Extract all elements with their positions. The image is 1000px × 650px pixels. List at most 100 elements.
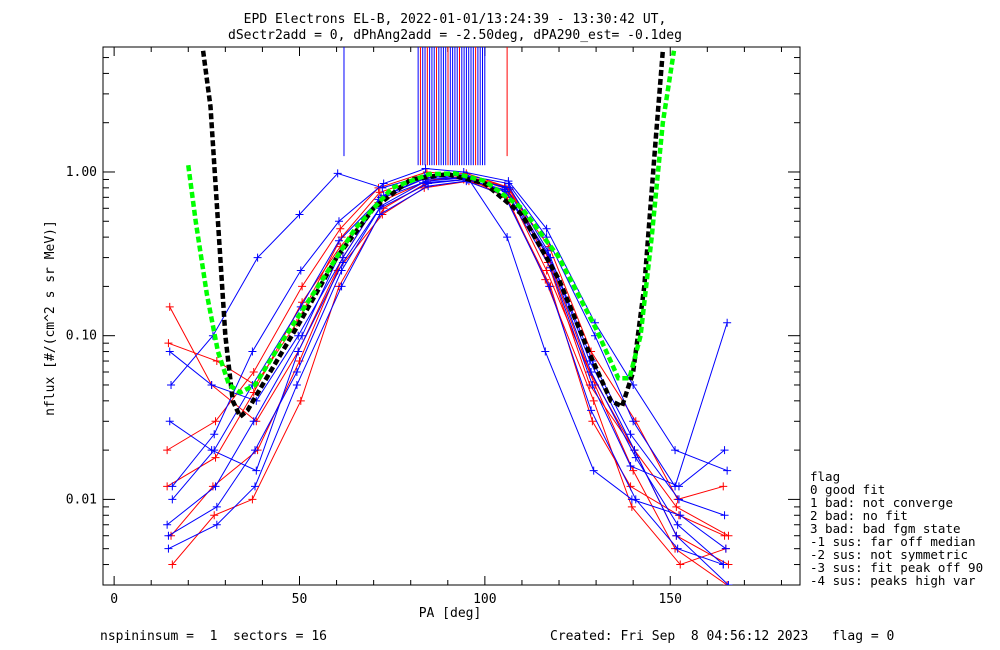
data-point (629, 417, 638, 426)
data-point (676, 560, 685, 569)
chart-title-line-1: EPD Electrons EL-B, 2022-01-01/13:24:39 … (244, 12, 667, 27)
data-point (545, 282, 554, 291)
data-point (212, 520, 221, 529)
data-point (723, 581, 732, 585)
data-point (248, 495, 257, 504)
data-point (207, 446, 216, 455)
data-point (294, 347, 303, 356)
legend-item: -2 sus: not symmetric (810, 547, 968, 562)
data-point (211, 453, 220, 462)
data-point (720, 511, 729, 520)
data-point (724, 581, 733, 585)
data-point (251, 446, 260, 455)
fit-curve-green (186, 50, 677, 396)
data-point (251, 482, 260, 491)
data-point (543, 246, 552, 255)
data-point (588, 417, 597, 426)
x-axis-label: PA [deg] (419, 606, 482, 621)
data-point (334, 217, 343, 226)
data-point (296, 396, 305, 405)
plot-area: 0 50 100 150 0.01 0.10 1.00 (66, 46, 801, 607)
data-point (673, 544, 682, 553)
series-line (169, 177, 725, 537)
data-point (629, 466, 638, 475)
legend: flag 0 good fit 1 bad: not converge 2 ba… (810, 469, 983, 588)
data-point (334, 236, 343, 245)
data-point (719, 482, 728, 491)
y-tick-label: 0.01 (66, 492, 97, 507)
data-point (671, 446, 680, 455)
data-point (672, 502, 681, 511)
data-point (626, 430, 635, 439)
data-point (588, 380, 597, 389)
data-point (168, 495, 177, 504)
data-point (421, 164, 430, 173)
data-point (165, 417, 174, 426)
data-point (164, 531, 173, 540)
legend-item: 0 good fit (810, 482, 885, 497)
series-line (166, 175, 729, 565)
series-line (170, 172, 727, 550)
data-point (504, 177, 513, 186)
x-tick-label: 150 (658, 592, 681, 607)
y-tick-label: 1.00 (66, 165, 97, 180)
data-point (542, 224, 551, 233)
legend-item: -3 sus: fit peak off 90 (810, 560, 983, 575)
data-point (249, 368, 258, 377)
legend-item: 2 bad: no fit (810, 508, 908, 523)
data-point (333, 169, 342, 178)
data-point (248, 347, 257, 356)
x-tick-label: 100 (473, 592, 496, 607)
data-point (252, 466, 261, 475)
series-line (168, 180, 724, 566)
data-point (296, 266, 305, 275)
data-point (379, 179, 388, 188)
data-point (424, 182, 433, 191)
data-point (164, 544, 173, 553)
data-point (253, 253, 262, 262)
data-point (721, 544, 730, 553)
data-point (673, 520, 682, 529)
data-point (336, 224, 345, 233)
data-point (672, 531, 681, 540)
data-point (541, 347, 550, 356)
legend-item: 3 bad: bad fgm state (810, 521, 961, 536)
data-point (211, 417, 220, 426)
data-point (292, 368, 301, 377)
fit-curve-black (200, 50, 666, 421)
data-point (295, 357, 304, 366)
data-point (631, 495, 640, 504)
data-point (418, 178, 427, 187)
legend-item: 1 bad: not converge (810, 495, 953, 510)
data-point (167, 380, 176, 389)
data-point (719, 560, 728, 569)
data-point (298, 331, 307, 340)
data-point (295, 210, 304, 219)
legend-item: -4 sus: peaks high var (810, 573, 976, 588)
series-line (168, 178, 724, 565)
x-tick-label: 0 (110, 592, 118, 607)
data-point (723, 466, 732, 475)
data-layer (163, 47, 733, 585)
data-point (338, 258, 347, 267)
series-line (171, 168, 728, 487)
chart-title-line-2: dSectr2add = 0, dPhAng2add = -2.50deg, d… (228, 28, 682, 43)
data-point (674, 482, 683, 491)
data-point (587, 368, 596, 377)
data-point (210, 430, 219, 439)
data-point (676, 511, 685, 520)
data-point (164, 339, 173, 348)
data-point (212, 502, 221, 511)
footer-left: nspininsum = 1 sectors = 16 (100, 629, 327, 644)
data-point (337, 282, 346, 291)
series-line (166, 177, 729, 585)
data-point (626, 461, 635, 470)
data-point (165, 302, 174, 311)
data-point (298, 282, 307, 291)
data-point (211, 482, 220, 491)
data-point (249, 417, 258, 426)
data-point (168, 560, 177, 569)
data-point (630, 446, 639, 455)
y-tick-label: 0.10 (66, 329, 97, 344)
